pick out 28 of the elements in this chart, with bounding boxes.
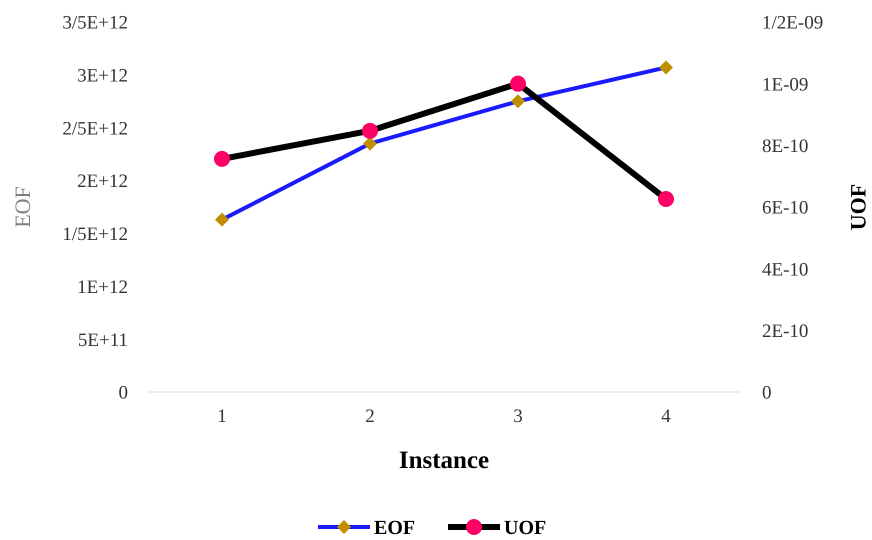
x-tick-label: 3 (513, 406, 523, 427)
y-tick-label: 2E+12 (77, 171, 128, 192)
x-tick-label: 2 (365, 406, 375, 427)
legend-label: UOF (504, 517, 546, 539)
point (659, 60, 673, 74)
y-tick-label: 0 (118, 382, 128, 404)
y-tick-label: 2/5E+12 (62, 118, 128, 140)
x-axis-title: Instance (398, 447, 490, 474)
x-tick-label: 4 (661, 406, 672, 427)
y2-tick-label: 1E-09 (762, 74, 808, 96)
y2-tick-label: 1/2E-09 (762, 12, 824, 34)
y2-tick-label: 6E-10 (762, 198, 808, 219)
y2-tick-label: 0 (762, 382, 772, 404)
point (215, 212, 229, 227)
y-tick-label: 3E+12 (77, 66, 128, 87)
y-tick-label: 1/5E+12 (62, 224, 128, 246)
y-tick-label: 5E+11 (78, 330, 128, 351)
y2-tick-label: 2E-10 (762, 320, 808, 342)
point (363, 136, 377, 151)
y-tick-label: 3/5E+12 (62, 12, 128, 34)
y2-tick-label: 4E-10 (762, 259, 808, 280)
legend-label: EOF (374, 517, 416, 539)
y2-axis-title: UOF (846, 184, 871, 230)
x-tick-label: 1 (217, 406, 227, 427)
point (511, 94, 525, 108)
y-axis-title: EOF (10, 186, 35, 228)
y2-tick-label: 8E-10 (762, 136, 808, 157)
y-tick-label: 1E+12 (77, 276, 128, 298)
